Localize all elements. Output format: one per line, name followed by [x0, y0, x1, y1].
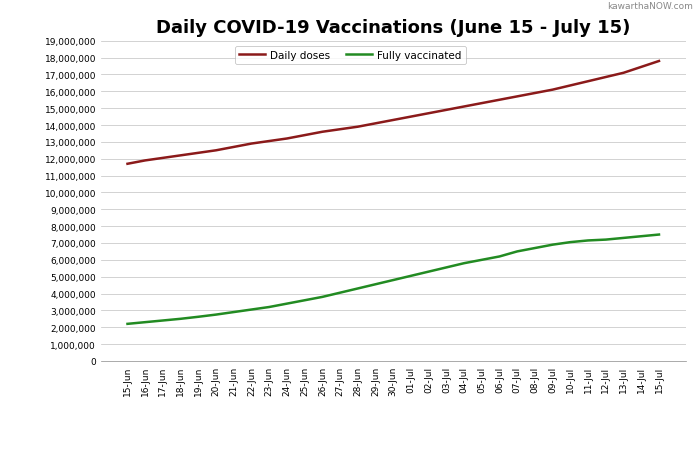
- Fully vaccinated: [477, 257, 486, 263]
- Fully vaccinated: [301, 298, 309, 303]
- Line: Daily doses: Daily doses: [127, 62, 659, 164]
- Fully vaccinated: [265, 305, 274, 310]
- Fully vaccinated: [159, 318, 167, 324]
- Fully vaccinated: [247, 307, 255, 313]
- Fully vaccinated: [177, 316, 185, 322]
- Daily doses: [247, 142, 255, 147]
- Daily doses: [531, 91, 539, 97]
- Daily doses: [265, 139, 274, 144]
- Daily doses: [389, 118, 397, 124]
- Fully vaccinated: [513, 249, 521, 255]
- Fully vaccinated: [141, 319, 150, 325]
- Fully vaccinated: [584, 238, 592, 244]
- Fully vaccinated: [123, 321, 132, 327]
- Fully vaccinated: [212, 312, 220, 318]
- Daily doses: [212, 148, 220, 154]
- Fully vaccinated: [442, 265, 450, 270]
- Daily doses: [301, 133, 309, 138]
- Daily doses: [567, 83, 575, 89]
- Daily doses: [637, 65, 645, 70]
- Daily doses: [372, 121, 380, 127]
- Line: Fully vaccinated: Fully vaccinated: [127, 235, 659, 324]
- Daily doses: [230, 145, 238, 150]
- Fully vaccinated: [354, 286, 362, 292]
- Daily doses: [318, 130, 326, 135]
- Fully vaccinated: [619, 236, 628, 241]
- Daily doses: [194, 150, 203, 156]
- Daily doses: [141, 158, 150, 164]
- Daily doses: [425, 111, 433, 117]
- Fully vaccinated: [194, 314, 203, 320]
- Daily doses: [601, 75, 610, 81]
- Daily doses: [123, 162, 132, 167]
- Daily doses: [336, 127, 345, 133]
- Daily doses: [477, 101, 486, 106]
- Daily doses: [159, 156, 167, 161]
- Fully vaccinated: [283, 301, 291, 307]
- Fully vaccinated: [496, 254, 504, 260]
- Fully vaccinated: [637, 234, 645, 239]
- Fully vaccinated: [372, 282, 380, 288]
- Daily doses: [655, 59, 663, 65]
- Fully vaccinated: [336, 290, 345, 296]
- Fully vaccinated: [230, 310, 238, 315]
- Fully vaccinated: [425, 269, 433, 275]
- Fully vaccinated: [389, 278, 397, 283]
- Fully vaccinated: [460, 261, 468, 266]
- Fully vaccinated: [567, 240, 575, 245]
- Legend: Daily doses, Fully vaccinated: Daily doses, Fully vaccinated: [235, 47, 466, 65]
- Daily doses: [460, 105, 468, 110]
- Fully vaccinated: [601, 238, 610, 243]
- Daily doses: [619, 71, 628, 76]
- Daily doses: [177, 153, 185, 159]
- Daily doses: [283, 137, 291, 142]
- Fully vaccinated: [531, 246, 539, 251]
- Daily doses: [406, 114, 415, 120]
- Fully vaccinated: [318, 294, 326, 300]
- Daily doses: [584, 79, 592, 85]
- Fully vaccinated: [655, 232, 663, 238]
- Text: kawarthaNOW.com: kawarthaNOW.com: [607, 2, 693, 11]
- Daily doses: [513, 94, 521, 100]
- Fully vaccinated: [548, 242, 557, 248]
- Fully vaccinated: [406, 274, 415, 279]
- Title: Daily COVID-19 Vaccinations (June 15 - July 15): Daily COVID-19 Vaccinations (June 15 - J…: [156, 19, 631, 38]
- Daily doses: [442, 108, 450, 113]
- Daily doses: [496, 98, 504, 103]
- Daily doses: [548, 88, 557, 93]
- Daily doses: [354, 125, 362, 130]
